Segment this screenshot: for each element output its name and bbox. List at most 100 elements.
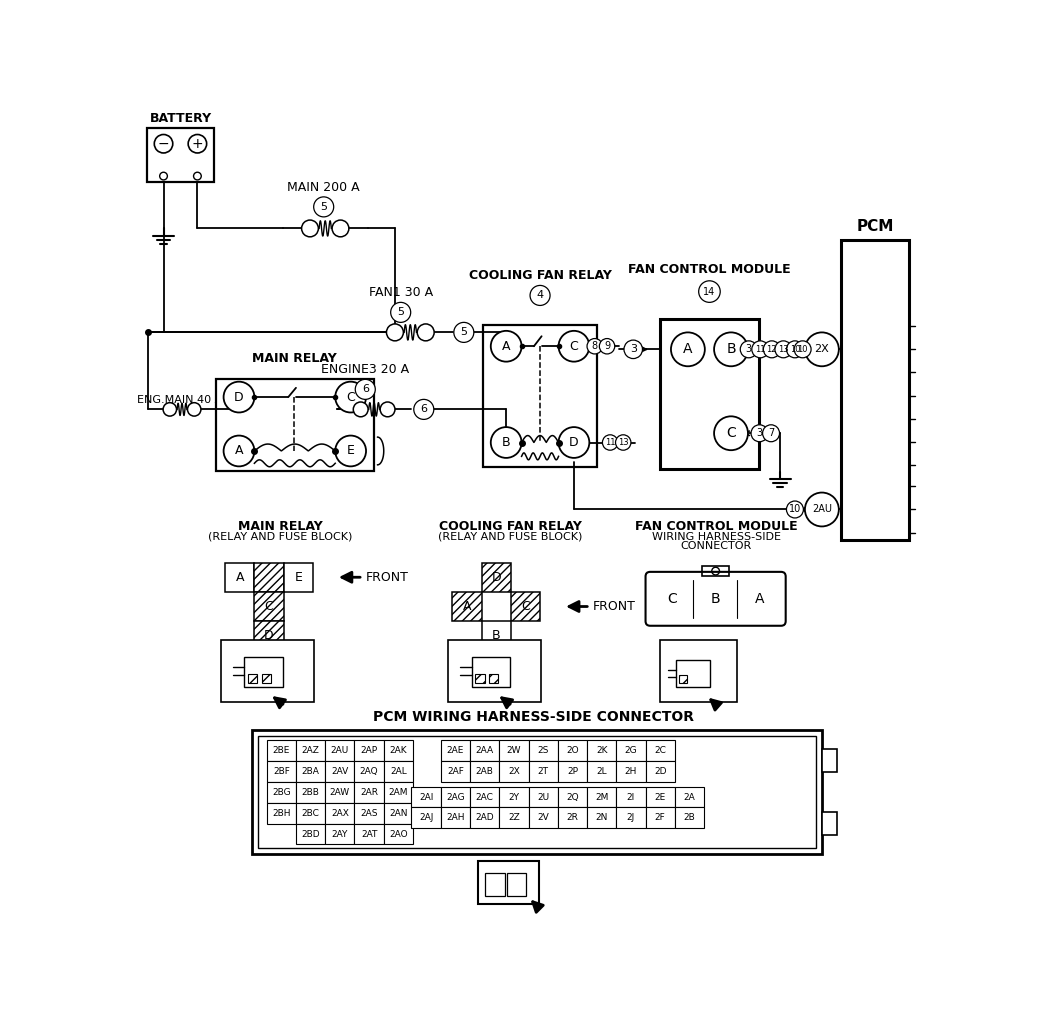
Text: 10: 10 (789, 504, 802, 514)
Circle shape (699, 280, 720, 302)
Text: MAIN RELAY: MAIN RELAY (252, 352, 337, 365)
Bar (325, 740, 355, 761)
Text: 2R: 2R (566, 813, 579, 823)
Text: 2BH: 2BH (272, 808, 290, 818)
Text: 2C: 2C (654, 746, 666, 756)
Text: 9: 9 (604, 341, 610, 352)
Bar (482, 563, 511, 592)
Bar (215, 378, 374, 471)
Text: 7: 7 (768, 428, 775, 438)
Text: 2BB: 2BB (302, 788, 320, 797)
Bar (529, 740, 558, 761)
Circle shape (313, 197, 334, 217)
Text: 3: 3 (745, 344, 752, 355)
Text: FAN CONTROL MODULE: FAN CONTROL MODULE (635, 520, 797, 533)
Circle shape (794, 341, 811, 358)
Bar (587, 761, 616, 783)
Bar (325, 803, 355, 824)
Bar (325, 783, 355, 803)
Circle shape (335, 435, 366, 466)
Bar (616, 740, 645, 761)
Bar (296, 740, 325, 761)
Bar (296, 824, 325, 844)
Circle shape (454, 323, 474, 342)
Text: 2P: 2P (567, 767, 578, 776)
Circle shape (490, 331, 522, 362)
Bar (645, 807, 675, 828)
Bar (440, 787, 469, 807)
Bar (616, 807, 645, 828)
Text: 5: 5 (321, 202, 327, 212)
Text: 2AC: 2AC (476, 793, 493, 801)
Text: C: C (727, 426, 736, 440)
Bar (500, 740, 529, 761)
Bar (676, 660, 710, 687)
Circle shape (332, 220, 349, 237)
Text: 2AT: 2AT (361, 830, 377, 838)
Bar (252, 730, 822, 855)
Bar (675, 807, 704, 828)
Bar (266, 761, 296, 783)
Bar (529, 787, 558, 807)
Circle shape (224, 381, 254, 412)
Circle shape (805, 332, 839, 366)
Bar (702, 566, 730, 576)
Text: 2AU: 2AU (812, 504, 832, 514)
Circle shape (335, 381, 366, 412)
Text: 2BD: 2BD (301, 830, 320, 838)
Bar (325, 761, 355, 783)
Text: 2AW: 2AW (330, 788, 350, 797)
Text: A: A (502, 340, 510, 353)
Text: PCM WIRING HARNESS-SIDE CONNECTOR: PCM WIRING HARNESS-SIDE CONNECTOR (373, 709, 693, 724)
Bar (616, 761, 645, 783)
Text: E: E (347, 444, 355, 458)
Bar (587, 740, 616, 761)
Circle shape (587, 338, 603, 354)
Text: 2BE: 2BE (273, 746, 290, 756)
Bar (469, 740, 500, 761)
Circle shape (224, 435, 254, 466)
Bar (325, 824, 355, 844)
Bar (245, 658, 283, 687)
Bar (283, 563, 313, 592)
Text: 11: 11 (605, 438, 615, 447)
Circle shape (775, 341, 792, 358)
Text: 2O: 2O (566, 746, 579, 756)
Text: 2G: 2G (625, 746, 637, 756)
Text: B: B (502, 436, 510, 448)
Text: B: B (711, 592, 720, 606)
Text: 2AB: 2AB (476, 767, 493, 776)
Bar (222, 640, 313, 702)
Text: COOLING FAN RELAY: COOLING FAN RELAY (438, 520, 582, 533)
Text: D: D (234, 391, 244, 403)
Circle shape (805, 493, 839, 527)
Circle shape (380, 402, 395, 417)
Bar (680, 675, 687, 683)
Text: 8: 8 (591, 341, 598, 352)
Text: 2BA: 2BA (302, 767, 320, 776)
Bar (472, 658, 510, 687)
Bar (558, 761, 587, 783)
Text: 2AG: 2AG (446, 793, 464, 801)
Text: 5: 5 (460, 328, 467, 337)
Text: 2Q: 2Q (566, 793, 579, 801)
Text: 3: 3 (757, 428, 763, 438)
Text: 6: 6 (362, 385, 369, 395)
Circle shape (603, 435, 617, 451)
Text: BATTERY: BATTERY (150, 112, 211, 125)
Text: 2BC: 2BC (302, 808, 320, 818)
Text: 2AK: 2AK (389, 746, 407, 756)
Circle shape (751, 425, 768, 441)
Text: 2AJ: 2AJ (418, 813, 433, 823)
Text: D: D (264, 629, 274, 642)
Text: 2AF: 2AF (447, 767, 464, 776)
Circle shape (386, 324, 404, 341)
Bar (296, 783, 325, 803)
Bar (675, 787, 704, 807)
Text: C: C (264, 600, 274, 613)
Bar (485, 873, 505, 896)
Circle shape (714, 417, 747, 451)
Text: C: C (347, 391, 355, 403)
Circle shape (353, 402, 369, 417)
Bar (822, 811, 837, 835)
